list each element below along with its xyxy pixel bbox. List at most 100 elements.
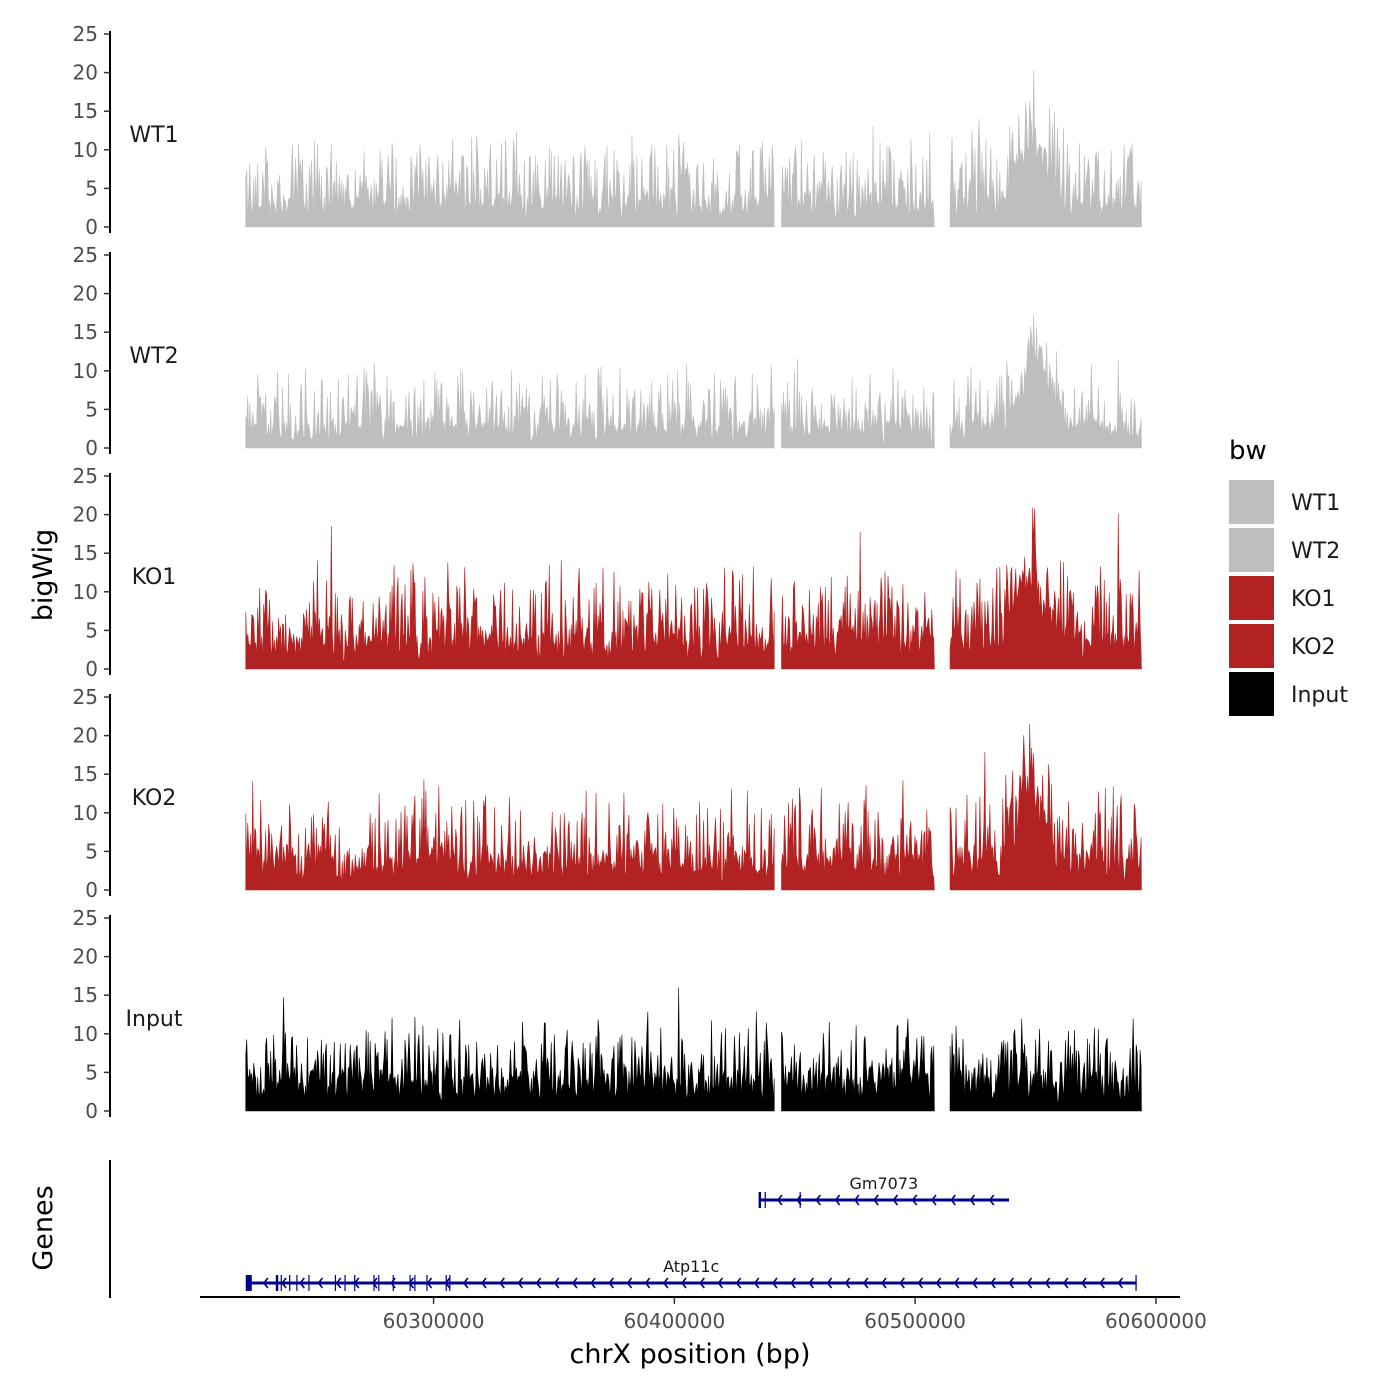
x-tick-label: 60300000 bbox=[383, 1309, 485, 1333]
y-tick-label: 20 bbox=[73, 282, 98, 306]
legend-label: WT2 bbox=[1291, 539, 1340, 564]
signal-tracks: 0 5 10 15 20 25 WT1 0 5 10 15 20 25 WT2 0 5 10 15 20 25 KO1 0… bbox=[73, 22, 1142, 1123]
exon bbox=[445, 1275, 447, 1291]
track-label: KO1 bbox=[132, 565, 177, 590]
gene-atp11c: Atp11c bbox=[245, 1257, 1137, 1291]
y-tick-label: 15 bbox=[73, 762, 98, 786]
exon bbox=[799, 1192, 801, 1208]
signal-area-ko1-3 bbox=[949, 507, 1142, 670]
y-tick-label: 5 bbox=[85, 176, 98, 200]
exon bbox=[1135, 1275, 1137, 1291]
legend-entry-ko1: KO1 bbox=[1229, 576, 1336, 620]
y-tick-label: 25 bbox=[73, 464, 98, 488]
exon bbox=[280, 1275, 282, 1291]
legend-swatch bbox=[1229, 480, 1274, 524]
y-tick-label: 10 bbox=[73, 1022, 98, 1046]
signal-area-wt2-3 bbox=[949, 314, 1142, 449]
exon bbox=[426, 1275, 428, 1291]
signal-area-wt2-1 bbox=[245, 362, 775, 449]
x-tick-label: 60400000 bbox=[623, 1309, 725, 1333]
exon bbox=[378, 1275, 380, 1291]
legend-label: KO2 bbox=[1291, 635, 1336, 660]
exon bbox=[392, 1275, 394, 1291]
track-label: WT2 bbox=[129, 344, 178, 369]
signal-area-input-1 bbox=[245, 987, 775, 1112]
gene-gm7073: Gm7073 bbox=[758, 1174, 1010, 1208]
y-tick-label: 0 bbox=[85, 878, 98, 902]
exon bbox=[373, 1275, 375, 1291]
exon bbox=[308, 1275, 310, 1291]
track-label: WT1 bbox=[129, 123, 178, 148]
signal-area-wt1-2 bbox=[781, 125, 935, 228]
track-wt2: 0 5 10 15 20 25 WT2 bbox=[73, 243, 1142, 460]
signal-area-wt1-3 bbox=[949, 69, 1142, 228]
track-input: 0 5 10 15 20 25 Input bbox=[73, 906, 1142, 1123]
exon bbox=[344, 1275, 346, 1291]
signal-area-wt1-1 bbox=[245, 131, 775, 228]
legend-label: KO1 bbox=[1291, 587, 1336, 612]
exon bbox=[764, 1192, 766, 1208]
y-tick-label: 0 bbox=[85, 657, 98, 681]
track-label: Input bbox=[126, 1007, 183, 1032]
gene-label: Gm7073 bbox=[849, 1174, 918, 1193]
y-tick-label: 15 bbox=[73, 541, 98, 565]
x-axis: 60300000 60400000 60500000 60600000 bbox=[200, 1296, 1207, 1333]
exon bbox=[245, 1275, 252, 1291]
y-tick-label: 5 bbox=[85, 618, 98, 642]
y-tick-label: 25 bbox=[73, 243, 98, 267]
signal-area-ko1-1 bbox=[245, 525, 775, 670]
legend-entry-wt2: WT2 bbox=[1229, 528, 1340, 572]
legend: bw WT1 WT2 KO1 KO2 Input bbox=[1229, 436, 1348, 716]
signal-area-ko2-1 bbox=[245, 779, 775, 891]
legend-swatch bbox=[1229, 528, 1274, 572]
exon bbox=[449, 1275, 451, 1291]
y-tick-label: 0 bbox=[85, 436, 98, 460]
y-tick-label: 5 bbox=[85, 1060, 98, 1084]
y-tick-label: 20 bbox=[73, 724, 98, 748]
y-tick-label: 10 bbox=[73, 359, 98, 383]
y-tick-label: 20 bbox=[73, 61, 98, 85]
genes-axis-title: Genes bbox=[28, 1185, 59, 1270]
y-tick-label: 5 bbox=[85, 397, 98, 421]
y-tick-label: 25 bbox=[73, 685, 98, 709]
strand-arrows bbox=[776, 1194, 995, 1206]
y-tick-label: 15 bbox=[73, 320, 98, 344]
signal-area-input-2 bbox=[781, 1018, 935, 1112]
legend-swatch bbox=[1229, 576, 1274, 620]
track-wt1: 0 5 10 15 20 25 WT1 bbox=[73, 22, 1142, 239]
y-tick-label: 20 bbox=[73, 945, 98, 969]
exon bbox=[334, 1275, 337, 1291]
gene-track: Gm7073 Atp11c bbox=[109, 1160, 1137, 1298]
signal-area-ko2-2 bbox=[781, 780, 935, 891]
gene-label: Atp11c bbox=[663, 1257, 719, 1276]
signal-area-ko1-2 bbox=[781, 532, 935, 670]
x-axis-title: chrX position (bp) bbox=[569, 1339, 810, 1370]
exon bbox=[758, 1192, 762, 1208]
y-tick-label: 15 bbox=[73, 99, 98, 123]
track-label: KO2 bbox=[132, 786, 177, 811]
signal-area-ko2-3 bbox=[949, 724, 1142, 891]
legend-title: bw bbox=[1229, 436, 1267, 466]
signal-area-wt2-2 bbox=[781, 358, 935, 449]
y-axis-title: bigWig bbox=[28, 529, 59, 622]
track-ko2: 0 5 10 15 20 25 KO2 bbox=[73, 685, 1142, 902]
exon bbox=[275, 1275, 279, 1291]
exon bbox=[289, 1275, 291, 1291]
signal-area-input-3 bbox=[949, 1018, 1142, 1112]
x-tick-label: 60500000 bbox=[864, 1309, 966, 1333]
y-tick-label: 0 bbox=[85, 1099, 98, 1123]
legend-entry-ko2: KO2 bbox=[1229, 624, 1336, 668]
y-tick-label: 5 bbox=[85, 839, 98, 863]
legend-entry-input: Input bbox=[1229, 672, 1348, 716]
exon bbox=[354, 1275, 356, 1291]
x-tick-label: 60600000 bbox=[1105, 1309, 1207, 1333]
legend-swatch bbox=[1229, 672, 1274, 716]
exon bbox=[414, 1275, 416, 1291]
legend-swatch bbox=[1229, 624, 1274, 668]
y-tick-label: 10 bbox=[73, 138, 98, 162]
y-tick-label: 20 bbox=[73, 503, 98, 527]
legend-entry-wt1: WT1 bbox=[1229, 480, 1340, 524]
exon bbox=[409, 1275, 411, 1291]
y-tick-label: 10 bbox=[73, 580, 98, 604]
